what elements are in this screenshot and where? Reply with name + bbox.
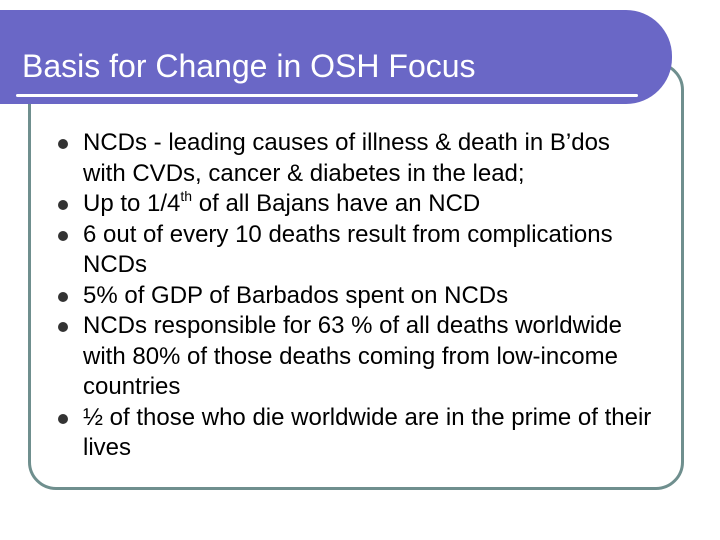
bullet-text: Up to 1/4th of all Bajans have an NCD [83,188,481,217]
bullet-text: 5% of GDP of Barbados spent on NCDs [83,281,509,309]
bullet-dot-icon [58,413,68,424]
bullet-text-part: Up to 1/4 [83,190,181,217]
bullet-item: NCDs - leading causes of illness & death… [58,128,658,189]
bullet-dot-icon [58,322,68,332]
bullet-dot-icon [58,139,68,149]
bullet-list: NCDs - leading causes of illness & death… [58,128,658,464]
bullet-dot-icon [58,200,68,210]
title-underline [16,94,638,97]
bullet-item: NCDs responsible for 63 % of all deaths … [58,311,658,403]
bullet-item: Up to 1/4th of all Bajans have an NCD [58,189,658,220]
bullet-text: NCDs responsible for 63 % of all deaths … [83,312,622,400]
bullet-item: 6 out of every 10 deaths result from com… [58,220,658,281]
bullet-item: 5% of GDP of Barbados spent on NCDs [58,281,658,312]
ordinal-superscript: th [180,188,193,204]
title-bar: Basis for Change in OSH Focus [0,10,672,104]
bullet-item: ½ of those who die worldwide are in the … [58,403,658,464]
bullet-text: NCDs - leading causes of illness & death… [83,129,610,187]
bullet-dot-icon [58,230,68,241]
slide-title: Basis for Change in OSH Focus [22,48,476,84]
bullet-text: 6 out of every 10 deaths result from com… [83,220,613,279]
bullet-text-part: of all Bajans have an NCD [192,190,481,217]
bullet-dot-icon [58,291,68,302]
bullet-text: ½ of those who die worldwide are in the … [83,403,652,462]
